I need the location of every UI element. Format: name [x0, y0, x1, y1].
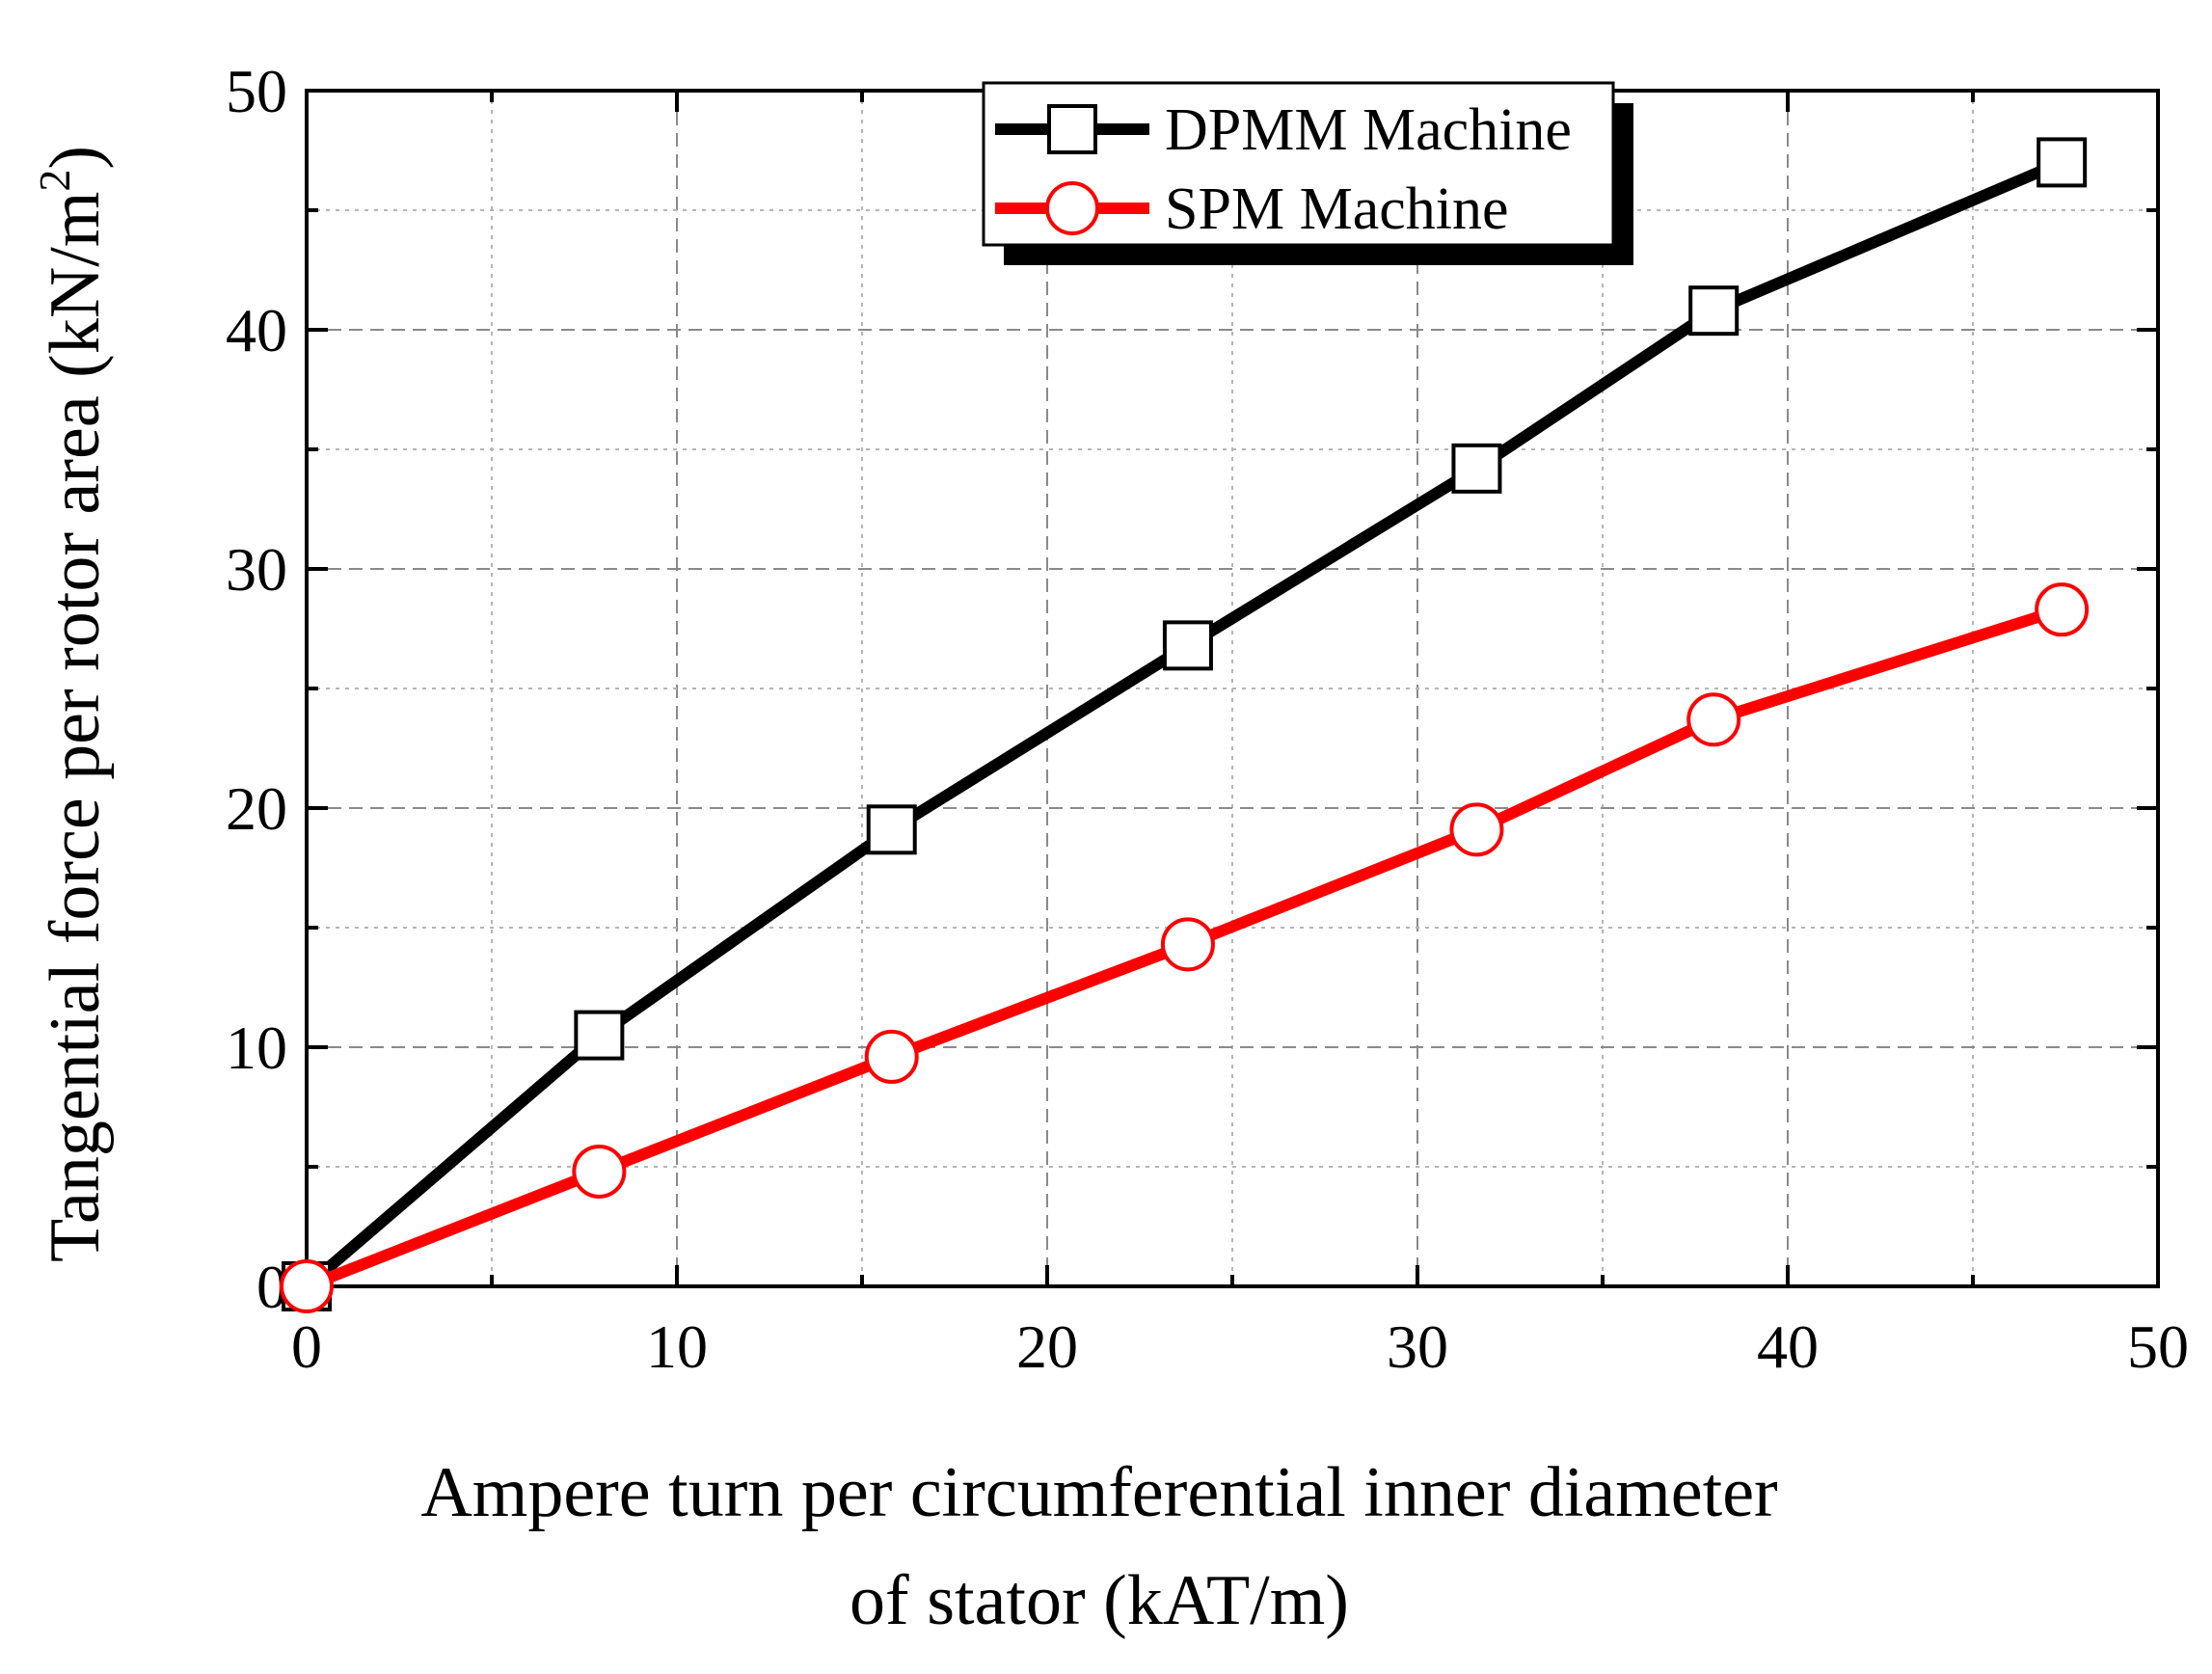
y-tick-label: 10	[226, 1013, 287, 1082]
x-tick-label: 0	[291, 1312, 322, 1381]
y-axis-title-main: Tangential force per rotor area (kN/m	[36, 192, 115, 1262]
data-point-circle	[864, 1029, 919, 1084]
x-tick-label: 10	[646, 1312, 708, 1381]
data-point-circle	[1160, 917, 1215, 972]
series-spm-machine	[280, 582, 2090, 1313]
x-tick-label: 30	[1387, 1312, 1448, 1381]
data-point-square	[574, 1010, 625, 1061]
data-point-circle	[1449, 802, 1504, 857]
data-point-circle	[1686, 692, 1741, 747]
data-point-circle	[2035, 582, 2090, 637]
data-point-square	[1162, 620, 1213, 671]
data-point-circle	[280, 1259, 334, 1313]
y-tick-label: 30	[226, 535, 287, 604]
y-axis-title-close: )	[36, 146, 115, 170]
x-tick-label: 50	[2127, 1312, 2189, 1381]
legend-marker-square	[1047, 104, 1097, 154]
data-point-circle	[572, 1144, 627, 1199]
x-axis-title-line1: Ampere turn per circumferential inner di…	[420, 1453, 1777, 1532]
legend-entry-spm: SPM Machine	[995, 176, 1509, 242]
legend-label-dpmm: DPMM Machine	[1165, 97, 1572, 163]
legend-label-spm: SPM Machine	[1165, 176, 1509, 242]
y-tick-label: 50	[226, 57, 287, 125]
data-point-square	[866, 804, 917, 855]
legend: DPMM Machine SPM Machine	[982, 81, 1633, 265]
data-point-square	[1451, 443, 1502, 494]
data-point-square	[1688, 285, 1740, 337]
y-axis-title: Tangential force per rotor area (kN/m2)	[30, 146, 115, 1262]
x-axis-title-line2: of stator (kAT/m)	[850, 1561, 1349, 1640]
x-tick-label: 20	[1016, 1312, 1078, 1381]
y-tick-label: 40	[226, 296, 287, 364]
x-tick-label: 40	[1757, 1312, 1819, 1381]
legend-marker-circle	[1045, 181, 1099, 235]
data-point-square	[2037, 137, 2088, 188]
y-axis-title-superscript: 2	[30, 170, 79, 192]
legend-entry-dpmm: DPMM Machine	[995, 97, 1572, 163]
series-layer	[280, 137, 2090, 1313]
y-tick-label: 20	[226, 774, 287, 843]
y-axis-title-text: Tangential force per rotor area (kN/m2)	[30, 146, 115, 1262]
